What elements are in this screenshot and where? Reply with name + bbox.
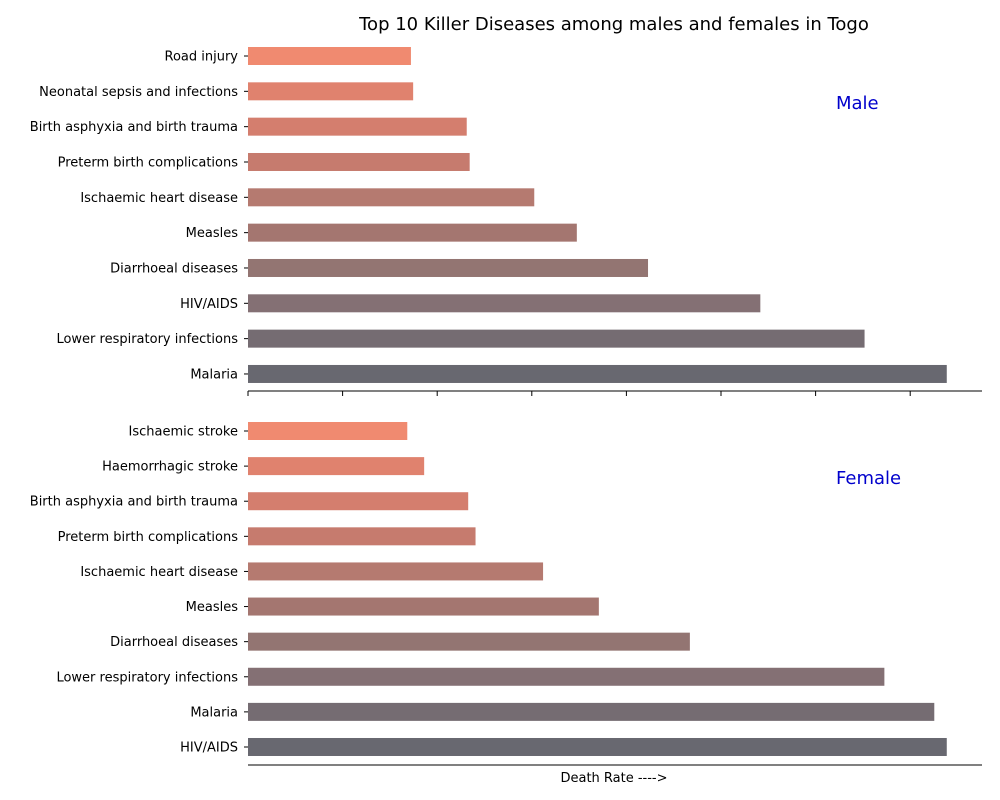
female-category-label: Lower respiratory infections (56, 670, 238, 685)
male-category-label: Ischaemic heart disease (80, 191, 238, 206)
female-panel: Ischaemic stroke Haemorrhagic stroke Birth… (30, 422, 982, 766)
female-bar-hiv-aids (248, 737, 947, 756)
female-category-label: Ischaemic heart disease (80, 565, 238, 580)
female-category-label: HIV/AIDS (180, 740, 238, 755)
male-category-label: Birth asphyxia and birth trauma (30, 120, 238, 135)
male-bar-ischaemic-heart-disease (248, 188, 535, 207)
male-bar-diarrhoeal-diseases (248, 258, 649, 277)
female-category-label: Measles (186, 600, 239, 615)
x-axis-label: Death Rate ----> (560, 771, 667, 786)
female-bar-haemorrhagic-stroke (248, 457, 425, 476)
male-bar-lower-respiratory-infections (248, 329, 865, 348)
female-bar-lower-respiratory-infections (248, 667, 885, 686)
female-category-label: Birth asphyxia and birth trauma (30, 495, 238, 510)
male-category-label: Measles (186, 226, 239, 241)
male-bar-birth-asphyxia-and-birth-trauma (248, 117, 467, 136)
female-category-label: Malaria (190, 705, 238, 720)
female-category-label: Haemorrhagic stroke (102, 460, 238, 475)
female-bar-ischaemic-stroke (248, 422, 408, 440)
male-bar-road-injury (248, 47, 411, 65)
female-bar-birth-asphyxia-and-birth-trauma (248, 492, 469, 511)
male-category-label: Malaria (190, 367, 238, 382)
female-bar-measles (248, 597, 599, 616)
male-panel-label: Male (836, 93, 879, 114)
female-panel-label: Female (836, 468, 901, 489)
male-panel: Road injury Neonatal sepsis and infection… (30, 47, 982, 396)
female-bar-ischaemic-heart-disease (248, 562, 544, 581)
male-category-label: Preterm birth complications (58, 155, 239, 170)
male-category-label: Neonatal sepsis and infections (39, 85, 238, 100)
male-bar-preterm-birth-complications (248, 152, 470, 171)
female-category-label: Diarrhoeal diseases (110, 635, 238, 650)
chart-title: Top 10 Killer Diseases among males and f… (358, 14, 869, 35)
male-bar-measles (248, 223, 577, 242)
male-category-label: Diarrhoeal diseases (110, 261, 238, 276)
male-category-label: Road injury (165, 50, 239, 65)
female-bar-diarrhoeal-diseases (248, 632, 690, 651)
male-bar-malaria (248, 364, 947, 383)
male-category-label: Lower respiratory infections (56, 332, 238, 347)
female-category-label: Ischaemic stroke (129, 425, 238, 440)
male-bar-neonatal-sepsis-and-infections (248, 82, 414, 101)
female-bar-preterm-birth-complications (248, 527, 476, 546)
male-category-label: HIV/AIDS (180, 297, 238, 312)
female-bar-malaria (248, 702, 935, 721)
male-bar-hiv-aids (248, 294, 761, 313)
female-category-label: Preterm birth complications (58, 530, 239, 545)
